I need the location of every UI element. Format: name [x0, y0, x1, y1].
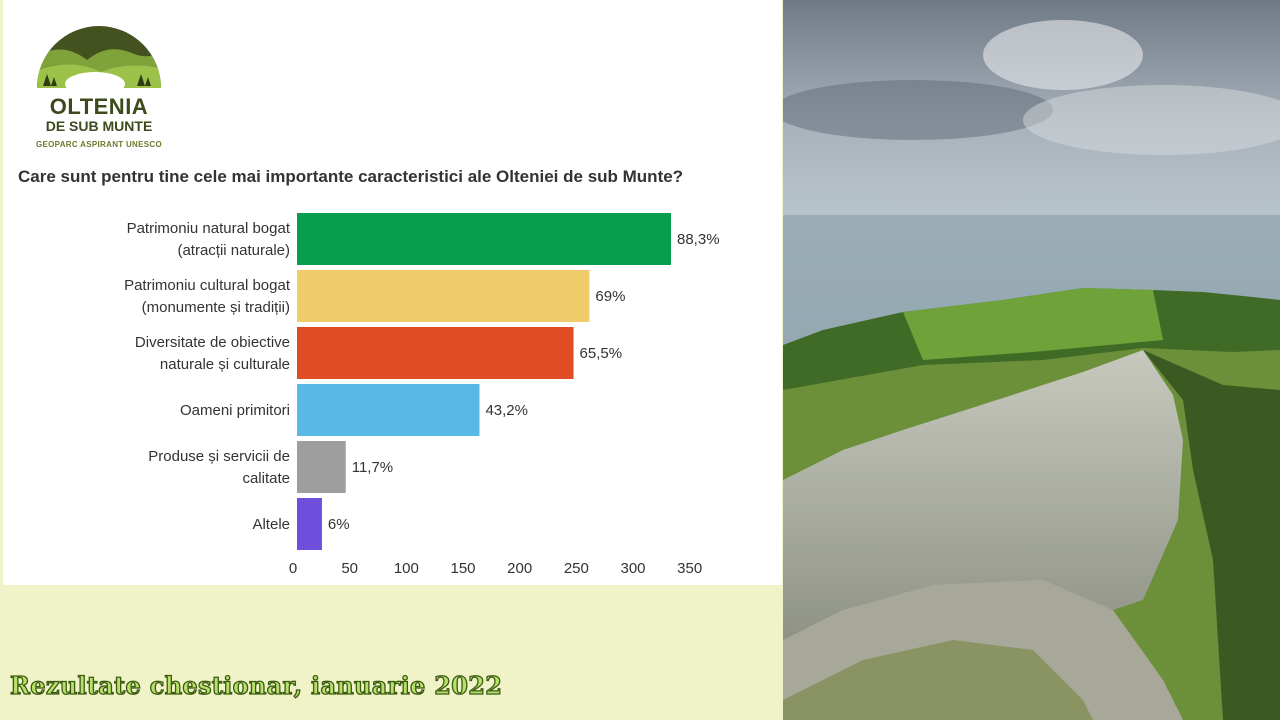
data-label: 69%: [595, 288, 625, 305]
category-label: Patrimoniu cultural bogat: [124, 277, 291, 294]
category-label: Oameni primitori: [180, 402, 290, 419]
survey-card: OLTENIA DE SUB MUNTE GEOPARC ASPIRANT UN…: [3, 0, 782, 585]
left-panel: OLTENIA DE SUB MUNTE GEOPARC ASPIRANT UN…: [3, 0, 782, 701]
x-tick-label: 250: [564, 560, 589, 577]
category-label: Patrimoniu natural bogat: [127, 220, 291, 237]
x-tick-label: 350: [677, 560, 702, 577]
results-title: Rezultate chestionar, ianuarie 2022: [9, 670, 503, 700]
category-label: calitate: [242, 470, 290, 487]
data-label: 11,7%: [352, 459, 393, 476]
category-label: Altele: [252, 516, 290, 533]
data-label: 65,5%: [580, 345, 623, 362]
mountain-landscape-image: [783, 0, 1280, 720]
data-label: 43,2%: [485, 402, 528, 419]
x-tick-label: 200: [507, 560, 532, 577]
bar: [297, 498, 322, 550]
x-tick-label: 300: [620, 560, 645, 577]
category-label: Diversitate de obiective: [135, 334, 290, 351]
logo-title: OLTENIA: [49, 94, 149, 119]
bar: [297, 213, 671, 265]
logo-subtitle: DE SUB MUNTE: [45, 118, 153, 134]
data-label: 88,3%: [677, 231, 720, 248]
x-tick-label: 150: [450, 560, 475, 577]
x-tick-label: 100: [394, 560, 419, 577]
x-tick-label: 0: [289, 560, 297, 577]
bar-chart: 88,3% Patrimoniu natural bogat (atracții n…: [124, 213, 720, 577]
x-tick-label: 50: [341, 560, 358, 577]
bar: [297, 270, 590, 322]
survey-question: Care sunt pentru tine cele mai important…: [18, 167, 684, 186]
data-label: 6%: [328, 516, 350, 533]
bar: [297, 441, 346, 493]
logo-mountain-emblem: [37, 26, 161, 88]
bar: [297, 327, 574, 379]
category-label: (monumente și tradiții): [142, 299, 290, 316]
category-label: naturale și culturale: [160, 356, 290, 373]
bar: [297, 384, 480, 436]
category-label: Produse și servicii de: [148, 448, 290, 465]
logo-tagline: GEOPARC ASPIRANT UNESCO: [35, 140, 163, 149]
oltenia-logo: OLTENIA DE SUB MUNTE GEOPARC ASPIRANT UN…: [29, 20, 169, 150]
category-label: (atracții naturale): [177, 242, 290, 259]
